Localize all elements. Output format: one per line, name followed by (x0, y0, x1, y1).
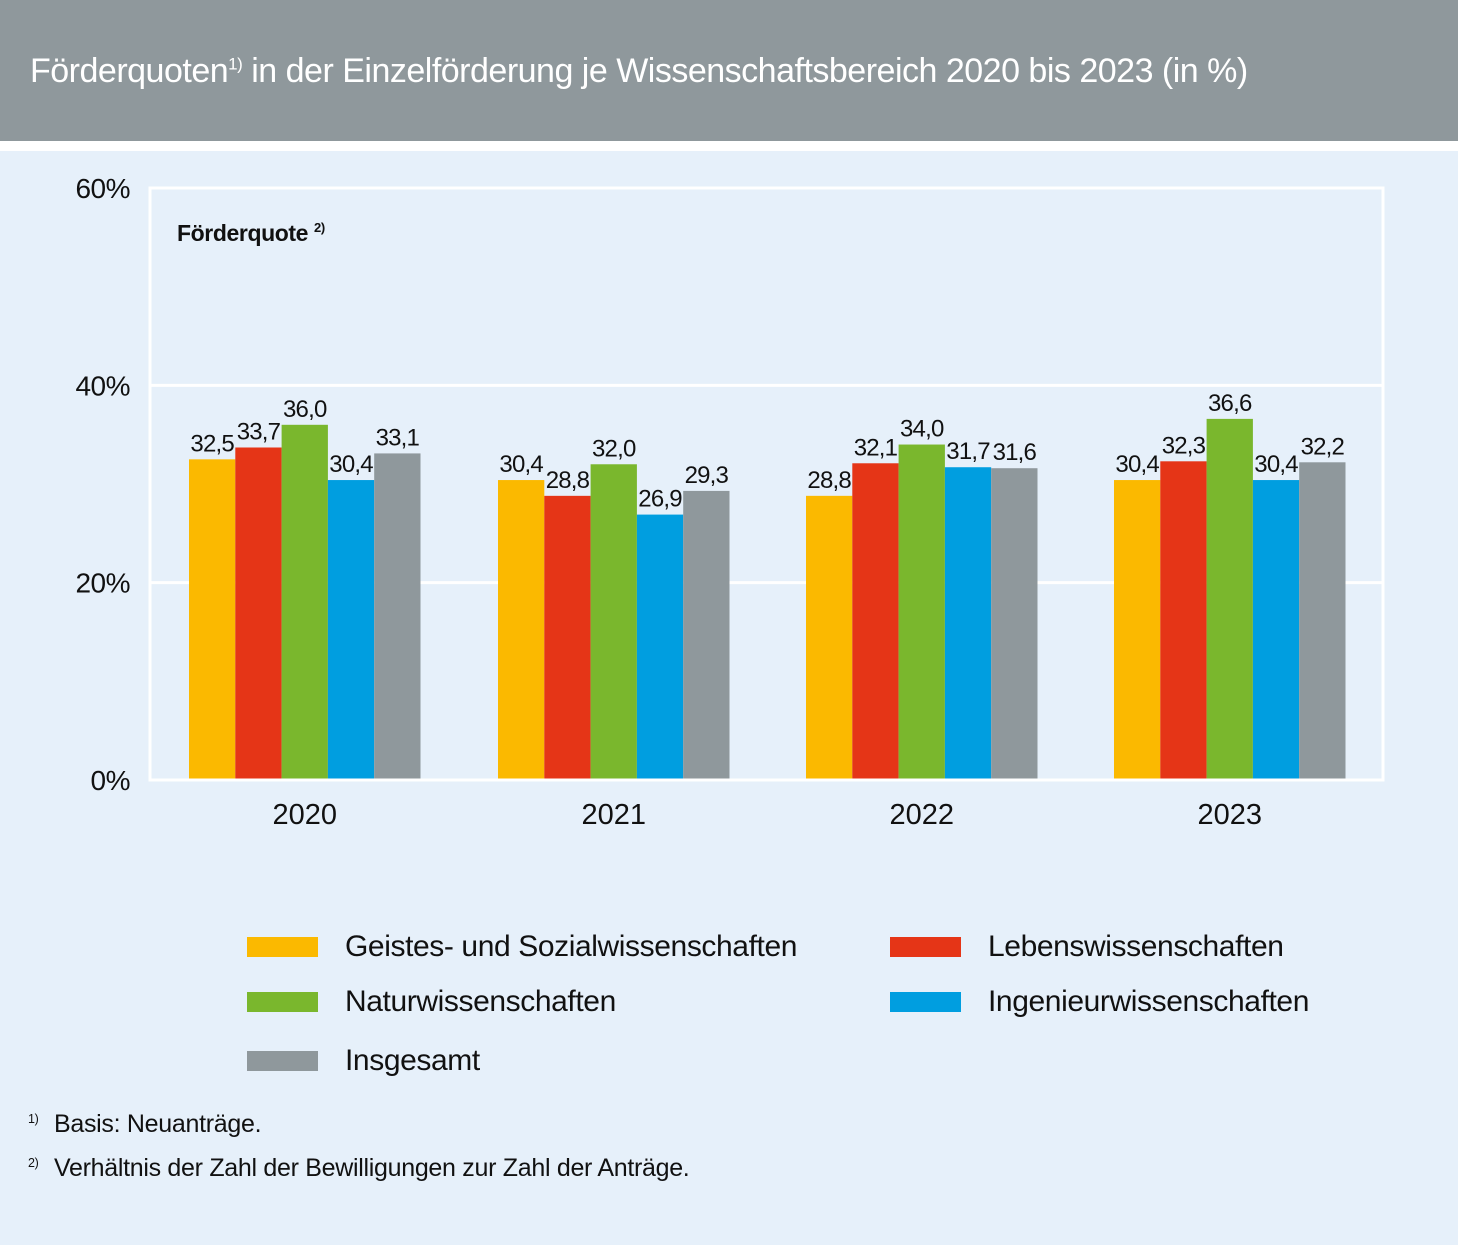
data-label: 32,5 (190, 430, 234, 457)
data-label: 33,7 (237, 418, 281, 445)
bar (327, 480, 375, 780)
chart-title: Förderquoten1) in der Einzelförderung je… (30, 52, 1248, 91)
bar (944, 467, 992, 780)
y-tick-label: 40% (75, 370, 130, 401)
bar (636, 514, 684, 780)
bar (1160, 461, 1207, 780)
y-axis-title-footnote: 2) (314, 220, 325, 235)
legend-item-ingenieur: Ingenieurwissenschaften (890, 985, 1309, 1019)
y-tick-label: 20% (75, 568, 130, 599)
legend-label-natur: Naturwissenschaften (345, 985, 616, 1018)
data-label: 30,4 (329, 451, 373, 478)
legend-label-geistes: Geistes- und Sozialwissenschaften (345, 930, 798, 963)
bar (1252, 480, 1300, 780)
bar (991, 468, 1038, 780)
y-tick-label: 0% (91, 765, 130, 796)
legend-swatch-ingenieur (890, 992, 961, 1012)
data-label: 31,6 (993, 439, 1037, 466)
legend-item-geistes: Geistes- und Sozialwissenschaften (247, 930, 797, 964)
data-label: 34,0 (900, 416, 944, 443)
legend-item-insgesamt: Insgesamt (247, 1044, 480, 1078)
title-rest: in der Einzelförderung je Wissenschaftsb… (251, 52, 1248, 90)
chart-header: Förderquoten1) in der Einzelförderung je… (0, 0, 1458, 151)
data-label: 28,8 (546, 467, 590, 494)
data-label: 30,4 (499, 451, 543, 478)
legend-swatch-insgesamt (247, 1051, 318, 1071)
data-label: 32,2 (1301, 433, 1345, 460)
data-label: 26,9 (638, 486, 682, 513)
data-label: 32,1 (854, 434, 898, 461)
data-label: 29,3 (685, 462, 729, 489)
data-label: 33,1 (376, 424, 420, 451)
data-label: 32,0 (592, 435, 636, 462)
bar (498, 480, 545, 780)
data-label: 31,7 (946, 438, 990, 465)
bar (1114, 480, 1161, 780)
bar-chart: 0% 20% 40% 60% Förderquote 2) 32,5 33,736,0 30,… (75, 173, 1385, 831)
data-label: 36,6 (1208, 390, 1252, 417)
title-footnote-ref: 1) (228, 54, 243, 74)
bar (281, 424, 328, 780)
data-label: 30,4 (1115, 451, 1159, 478)
bar (806, 495, 853, 780)
legend-swatch-natur (247, 992, 318, 1012)
legend-label-insgesamt: Insgesamt (345, 1044, 480, 1077)
footnote-2: 2) Verhältnis der Zahl der Bewilligungen … (28, 1154, 690, 1183)
data-label: 32,3 (1162, 432, 1206, 459)
bar (235, 447, 282, 780)
x-tick-label: 2020 (272, 799, 337, 831)
legend-item-natur: Naturwissenschaften (247, 985, 616, 1019)
bar (544, 495, 591, 780)
x-tick-label: 2021 (581, 799, 646, 831)
y-axis-title: Förderquote 2) (177, 220, 325, 246)
bar (683, 490, 730, 780)
legend-item-leben: Lebenswissenschaften (890, 930, 1284, 964)
bar (189, 459, 236, 780)
y-tick-label: 60% (75, 173, 130, 204)
data-label: 36,0 (283, 396, 327, 423)
footnote-2-number: 2) (28, 1155, 39, 1170)
data-label: 30,4 (1254, 451, 1298, 478)
bar (852, 463, 899, 780)
bar (898, 444, 945, 780)
legend-swatch-leben (890, 937, 961, 957)
x-tick-label: 2023 (1197, 799, 1262, 831)
footnote-1: 1) Basis: Neuanträge. (28, 1110, 262, 1139)
data-label: 28,8 (807, 467, 851, 494)
bar (374, 453, 421, 780)
bar (1206, 418, 1253, 780)
bar (1299, 462, 1346, 780)
legend-label-leben: Lebenswissenschaften (988, 930, 1284, 963)
footnote-1-text: Basis: Neuanträge. (54, 1110, 262, 1138)
bar (590, 464, 637, 780)
footnote-1-number: 1) (28, 1111, 39, 1126)
footnote-2-text: Verhältnis der Zahl der Bewilligungen zu… (54, 1154, 690, 1182)
x-tick-label: 2022 (889, 799, 954, 831)
title-main: Förderquoten (30, 52, 229, 90)
legend-label-ingenieur: Ingenieurwissenschaften (988, 985, 1310, 1018)
legend-swatch-geistes (247, 937, 318, 957)
